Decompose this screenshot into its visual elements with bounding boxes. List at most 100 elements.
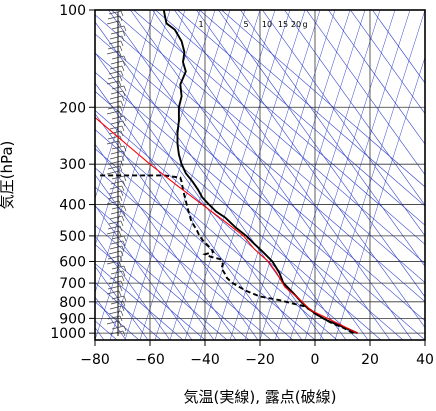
y-tick-label: 400 (59, 198, 86, 214)
guide-lines (95, 10, 425, 340)
wind-barb (108, 70, 122, 75)
wind-barb-flag (120, 160, 124, 167)
wind-barb-flag (120, 70, 124, 77)
mixing-ratio-line (199, 10, 306, 340)
wind-barb-flag (119, 315, 123, 322)
guide-line (155, 10, 425, 245)
wind-barb-flag (118, 320, 122, 327)
x-tick-label: 40 (416, 352, 434, 368)
wind-barb-flag (122, 240, 126, 247)
mixing-ratio-label: 15 (278, 20, 288, 29)
wind-barb (109, 65, 123, 70)
guide-line (95, 33, 425, 322)
guide-line (95, 52, 425, 340)
guide-line (199, 10, 425, 207)
wind-barb (108, 250, 122, 255)
wind-barb-flag (120, 10, 124, 17)
x-tick-label: −60 (135, 352, 165, 368)
guide-line (328, 10, 425, 145)
y-tick-label: 300 (59, 157, 86, 173)
y-tick-label: 900 (59, 311, 86, 327)
mixing-ratio-line (95, 10, 201, 340)
wind-barb (108, 10, 122, 15)
grid-lines (95, 10, 425, 340)
wind-barb-flag (121, 215, 125, 222)
wind-barb (110, 60, 124, 65)
wind-barb-flag (121, 95, 125, 102)
wind-barb (108, 100, 122, 105)
wind-barb (108, 190, 122, 195)
wind-barb (110, 270, 124, 275)
wind-barb (108, 160, 122, 165)
mixing-ratio-line (319, 10, 425, 340)
wind-barb (106, 200, 120, 205)
wind-barb (109, 185, 123, 190)
wind-barb-flag (118, 80, 122, 87)
wind-barb (110, 330, 124, 335)
wind-barb (110, 240, 124, 245)
guide-line (95, 224, 228, 340)
mixing-ratio-line (109, 10, 216, 340)
wind-barb (109, 95, 123, 100)
guide-line (95, 113, 259, 340)
wind-barb (108, 130, 122, 135)
mixing-ratio-label: 20 (291, 20, 301, 29)
wind-barb (110, 90, 124, 95)
temperature-line (162, 10, 358, 335)
mixing-ratio-line (334, 56, 425, 340)
mixing-ratio-line (184, 10, 291, 340)
y-tick-label: 500 (59, 229, 86, 245)
wind-barb-flag (118, 290, 122, 297)
wind-barb-flag (119, 255, 123, 262)
wind-barb-flag (120, 250, 124, 257)
mixing-ratio-label: 10 (262, 20, 272, 29)
wind-barb-flag (121, 65, 125, 72)
wind-barb-flag (120, 280, 124, 287)
wind-barb-flag (122, 150, 126, 157)
mixing-ratio-line (214, 10, 321, 340)
wind-barb (110, 210, 124, 215)
wind-barb (110, 30, 124, 35)
mixing-ratio-line (289, 10, 396, 340)
wind-barb (108, 280, 122, 285)
y-tick-label: 200 (59, 100, 86, 116)
wind-barb-flag (123, 85, 127, 92)
guide-line (130, 10, 369, 340)
wind-barb-flag (123, 295, 127, 302)
wind-barb-flag (118, 260, 122, 267)
guide-line (111, 10, 425, 284)
wind-barb-flag (120, 220, 124, 227)
mixing-ratio-label: 5 (243, 20, 248, 29)
y-axis-label: 気圧(hPa) (0, 141, 16, 210)
wind-barb-flag (120, 100, 124, 107)
y-tick-label: 700 (59, 276, 86, 292)
mixing-ratio-label: g (302, 20, 307, 29)
wind-barb-flag (122, 60, 126, 67)
wind-barb-flag (119, 15, 123, 22)
guide-line (95, 110, 360, 340)
wind-barb (106, 260, 120, 265)
y-tick-label: 100 (59, 3, 86, 19)
guide-line (152, 10, 391, 340)
wind-barb-flag (123, 55, 127, 62)
guide-line (95, 204, 193, 340)
wind-barb (106, 80, 120, 85)
guide-line (95, 82, 281, 340)
guide-line (221, 10, 425, 188)
mixing-ratio-line (259, 10, 366, 340)
wind-barb-flag (119, 75, 123, 82)
series-layer (95, 10, 358, 335)
guide-line (95, 90, 382, 340)
wind-barb (106, 110, 120, 115)
wind-barb-flag (120, 310, 124, 317)
mixing-ratio-line (124, 10, 231, 340)
wind-barbs (106, 10, 127, 337)
wind-barb-flag (123, 175, 127, 182)
mixing-ratio-line (154, 10, 261, 340)
wind-barb (110, 180, 124, 185)
wind-barb-flag (120, 40, 124, 47)
dewpoint-line (97, 174, 354, 335)
wind-barb (109, 125, 123, 130)
wind-barb (106, 20, 120, 25)
